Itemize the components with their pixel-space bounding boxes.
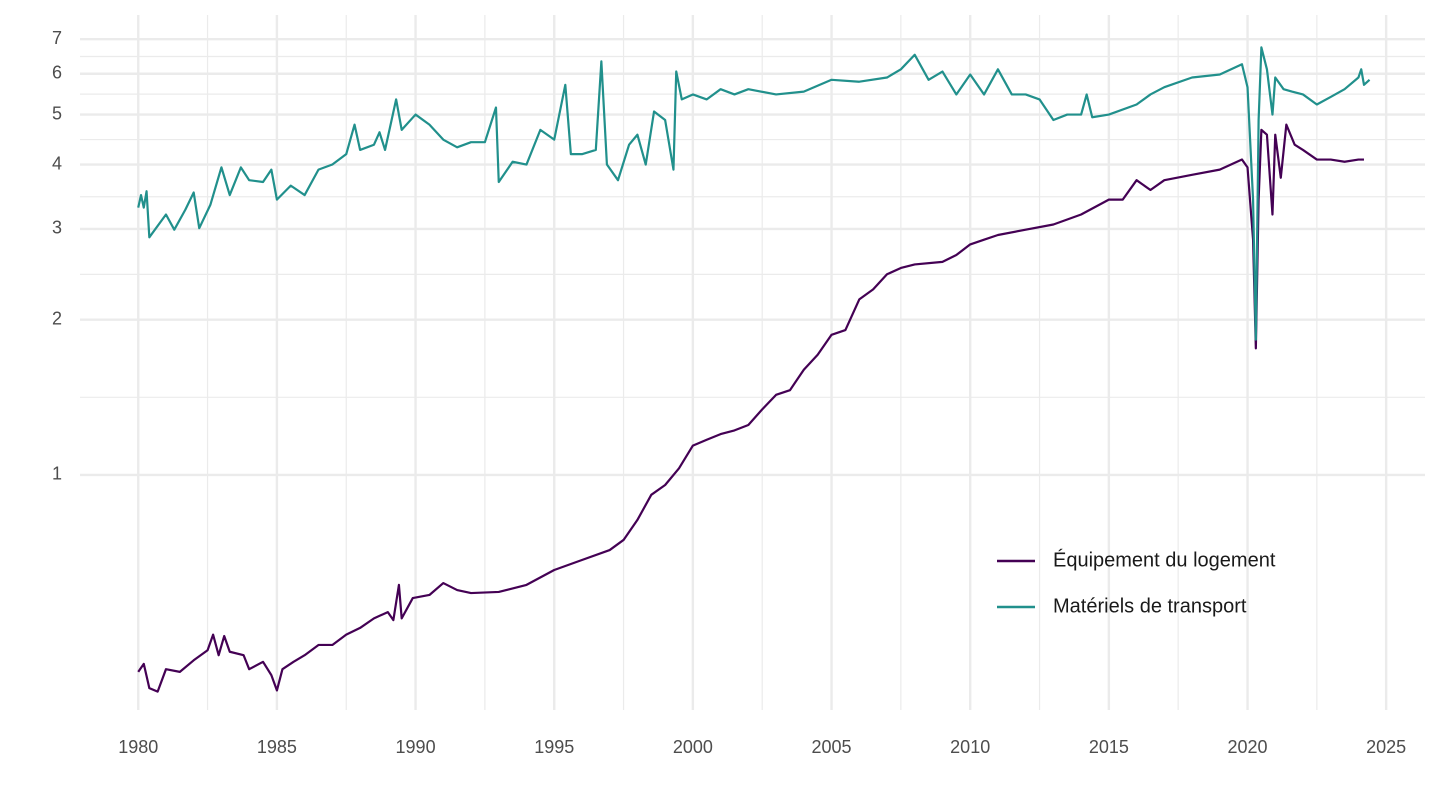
legend-label: Équipement du logement (1053, 548, 1276, 571)
y-tick-label: 7 (52, 28, 62, 48)
x-tick-label: 2025 (1366, 737, 1406, 757)
y-tick-label: 4 (52, 153, 62, 173)
y-tick-label: 2 (52, 308, 62, 328)
x-tick-label: 2020 (1227, 737, 1267, 757)
x-tick-label: 1980 (118, 737, 158, 757)
y-tick-label: 5 (52, 103, 62, 123)
y-tick-label: 6 (52, 62, 62, 82)
x-tick-label: 1985 (257, 737, 297, 757)
y-tick-label: 3 (52, 218, 62, 238)
x-tick-label: 2005 (812, 737, 852, 757)
x-tick-label: 2000 (673, 737, 713, 757)
x-tick-label: 2010 (950, 737, 990, 757)
y-tick-label: 1 (52, 464, 62, 484)
series-line (137, 46, 1371, 341)
series-line (137, 123, 1364, 693)
x-tick-label: 1990 (396, 737, 436, 757)
legend: Équipement du logement Matériels de trans… (997, 548, 1276, 617)
x-tick-label: 2015 (1089, 737, 1129, 757)
grid (80, 15, 1425, 710)
x-tick-label: 1995 (534, 737, 574, 757)
legend-label: Matériels de transport (1053, 595, 1247, 617)
